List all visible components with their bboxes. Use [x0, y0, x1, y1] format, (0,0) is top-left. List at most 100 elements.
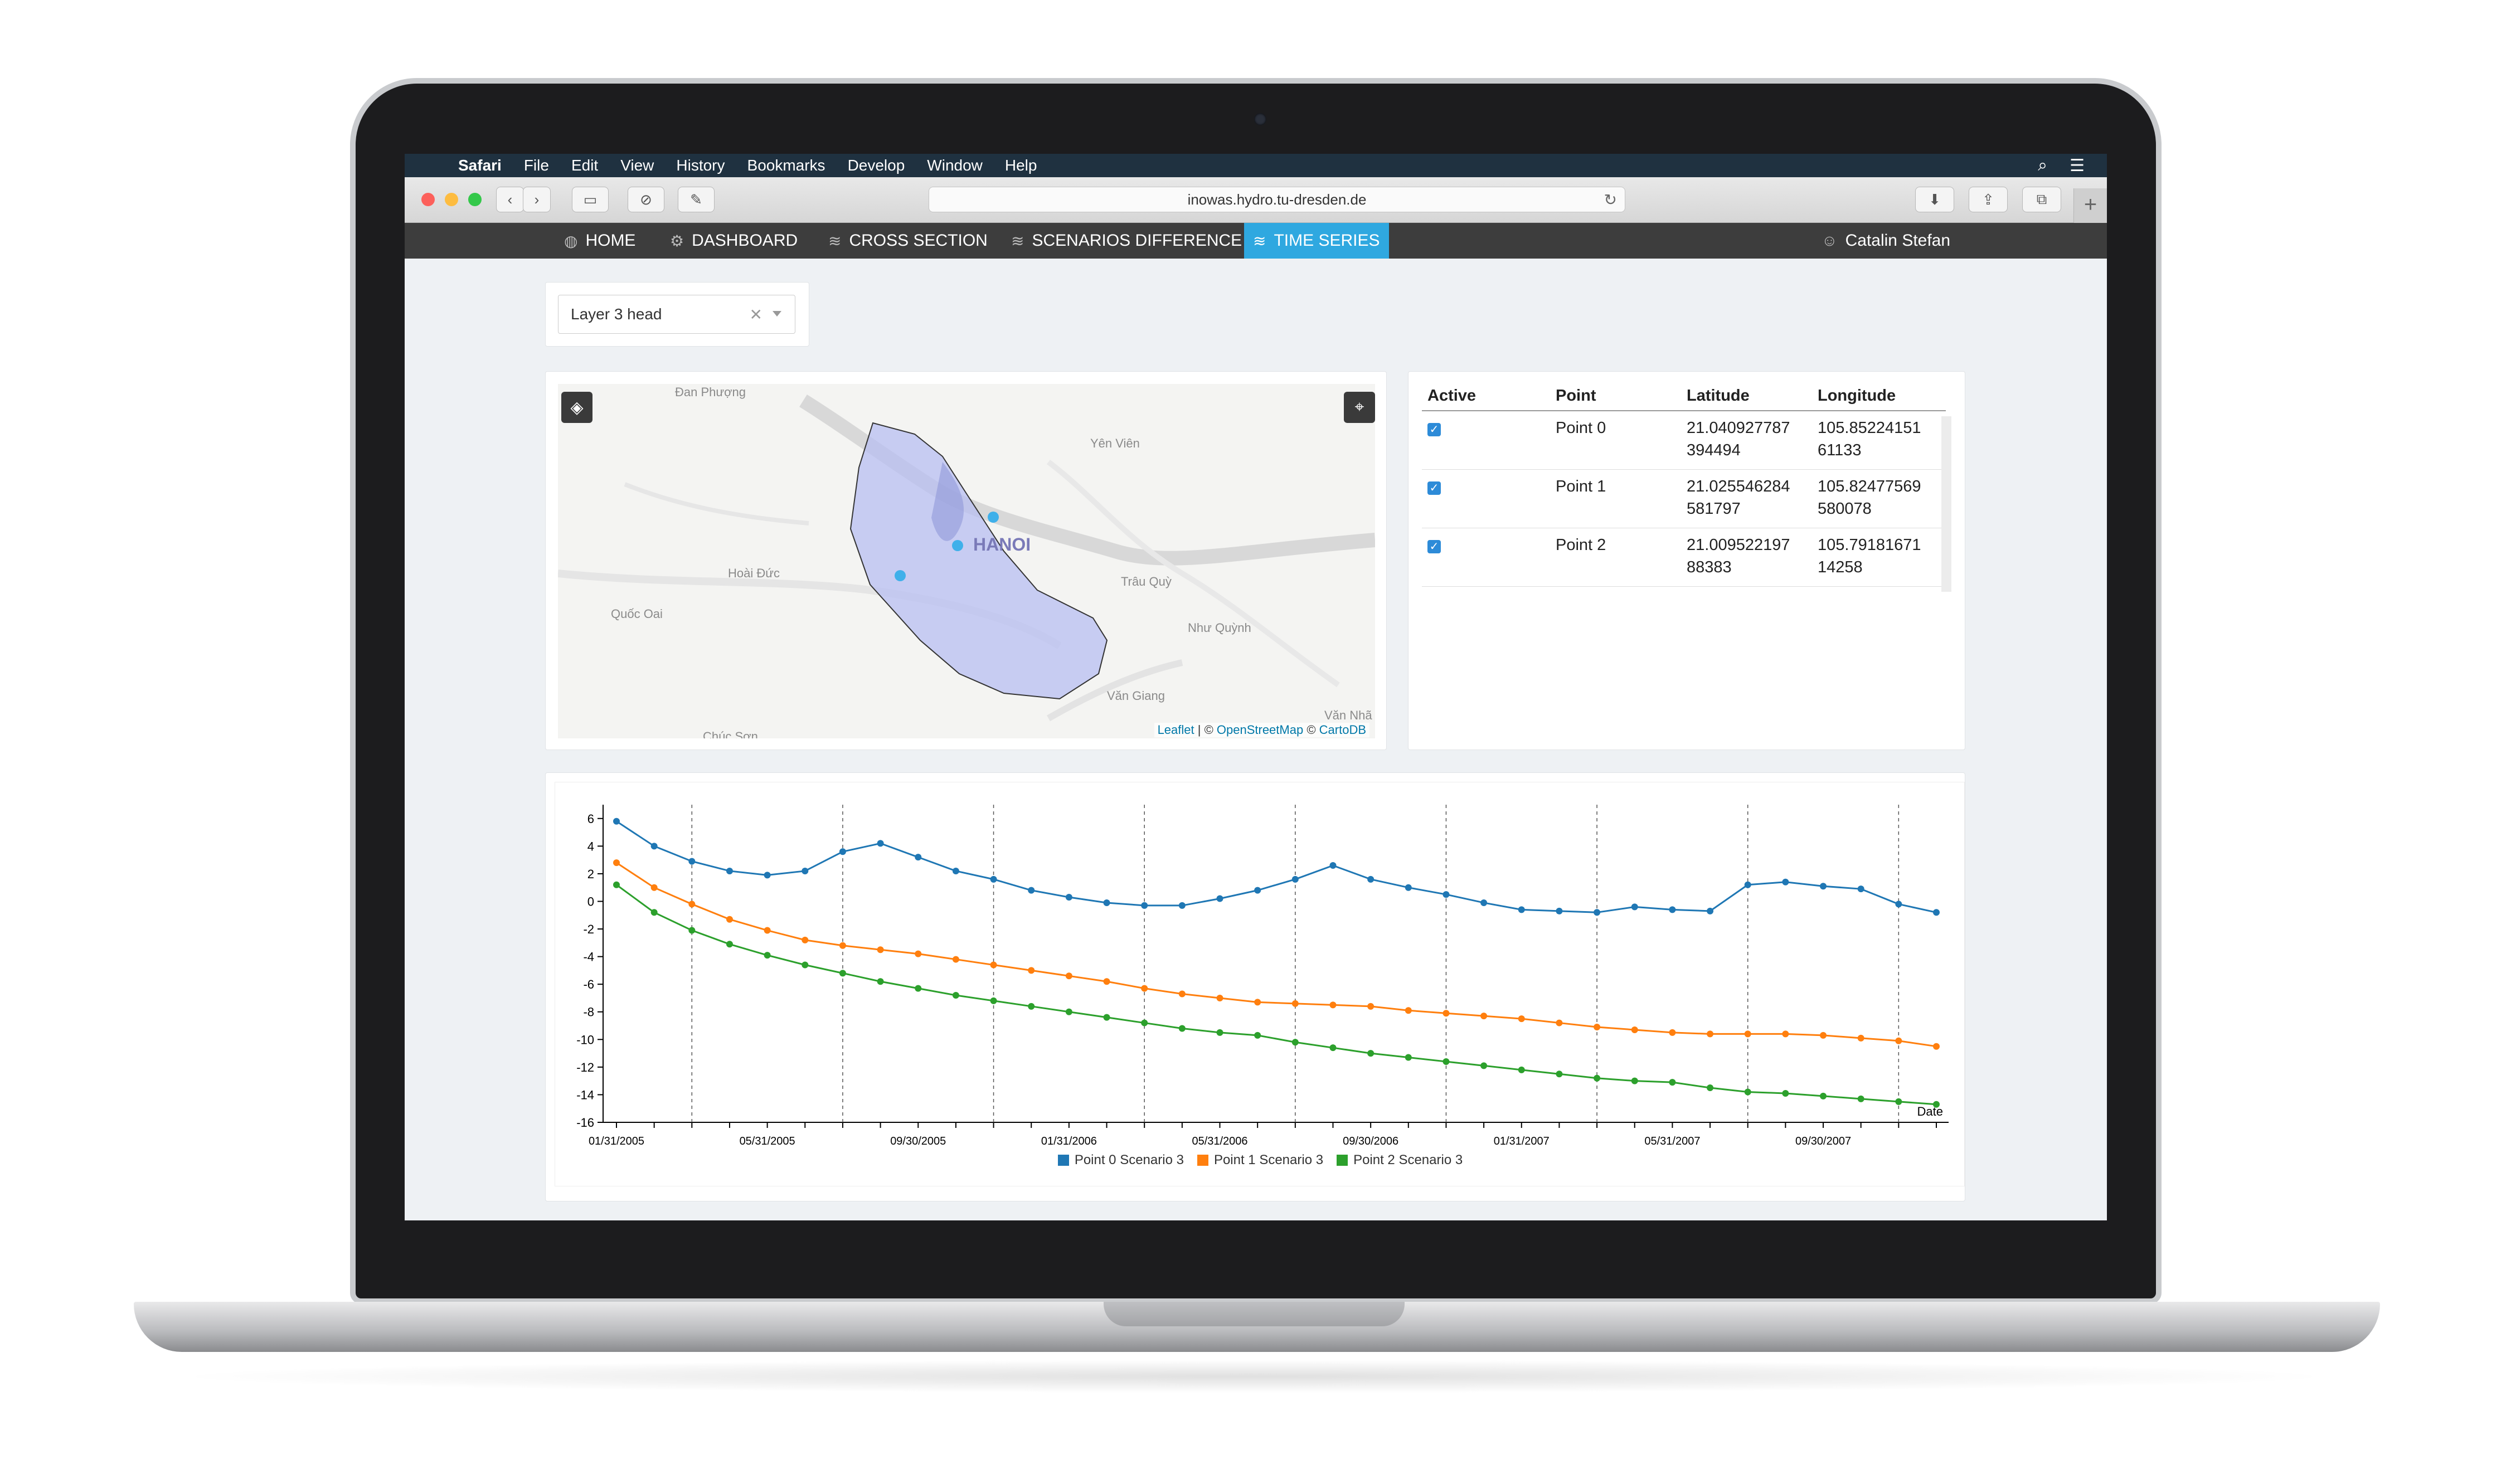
active-checkbox[interactable]: ✓ — [1427, 423, 1441, 436]
legend-item-point-0[interactable]: Point 0 Scenario 3 — [1057, 1152, 1184, 1168]
nav-cross-section[interactable]: ≋ CROSS SECTION — [819, 223, 997, 259]
extension-button[interactable]: ✎ — [678, 187, 715, 212]
user-menu[interactable]: ☺ Catalin Stefan — [1813, 223, 1959, 259]
col-active: Active — [1422, 382, 1550, 411]
back-button[interactable]: ‹ — [496, 187, 524, 212]
point-name: Point 1 — [1550, 469, 1681, 528]
add-marker-button[interactable]: ⌖ — [1344, 392, 1375, 423]
zoom-window-button[interactable] — [468, 193, 482, 206]
nav-scenarios-difference[interactable]: ≋ SCENARIOS DIFFERENCE — [1002, 223, 1251, 259]
minimize-window-button[interactable] — [445, 193, 458, 206]
spotlight-search-icon[interactable]: ⌕ — [2038, 156, 2048, 174]
data-point — [1103, 1014, 1110, 1021]
data-point — [1669, 1079, 1676, 1086]
forward-button[interactable]: › — [523, 187, 551, 212]
data-point — [688, 901, 696, 908]
active-checkbox[interactable]: ✓ — [1427, 481, 1441, 495]
data-point — [1291, 1039, 1299, 1046]
map[interactable]: ◈ ⌖ Đan Phượng Yên Viên HANOI Hoài Đức T… — [558, 384, 1375, 738]
clear-icon[interactable]: ✕ — [749, 306, 762, 323]
data-point — [1028, 1003, 1035, 1010]
data-point — [839, 970, 846, 977]
data-point — [1594, 909, 1601, 916]
map-marker-point-1[interactable] — [952, 540, 963, 551]
y-tick-label: -6 — [583, 977, 594, 991]
map-marker-point-0[interactable] — [988, 512, 999, 523]
y-tick-label: 6 — [587, 812, 594, 826]
menu-bookmarks[interactable]: Bookmarks — [747, 157, 825, 174]
notification-list-icon[interactable]: ☰ — [2070, 157, 2085, 175]
menu-develop[interactable]: Develop — [847, 157, 905, 174]
globe-icon: ◍ — [564, 232, 578, 250]
leaflet-link[interactable]: Leaflet — [1157, 723, 1194, 737]
data-point — [764, 872, 771, 879]
x-tick-label: 01/31/2005 — [589, 1135, 644, 1147]
data-point — [1669, 906, 1676, 913]
y-tick-label: -16 — [576, 1116, 594, 1130]
data-point — [1103, 899, 1110, 906]
menu-window[interactable]: Window — [927, 157, 983, 174]
reload-icon[interactable]: ↻ — [1604, 191, 1617, 208]
new-tab-button[interactable]: + — [2073, 188, 2107, 223]
data-point — [1367, 1003, 1375, 1010]
mac-menubar: Safari File Edit View History Bookmarks … — [405, 154, 2107, 177]
data-point — [726, 916, 733, 923]
data-point — [688, 858, 696, 865]
block-icon: ⊘ — [640, 191, 652, 208]
legend-item-point-2[interactable]: Point 2 Scenario 3 — [1337, 1152, 1463, 1168]
layers-control-button[interactable]: ◈ — [561, 392, 592, 423]
close-window-button[interactable] — [421, 193, 435, 206]
tabs-overview-button[interactable]: ⧉ — [2022, 187, 2061, 212]
data-point — [877, 946, 884, 953]
data-point — [802, 936, 809, 943]
series-line-0 — [616, 820, 1937, 913]
extension-icon: ✎ — [690, 191, 702, 208]
map-marker-point-2[interactable] — [895, 570, 906, 581]
data-point — [1141, 985, 1148, 992]
menu-file[interactable]: File — [523, 157, 549, 174]
nav-home[interactable]: ◍ HOME — [555, 223, 644, 259]
share-button[interactable]: ⇪ — [1969, 187, 2008, 212]
data-point — [1933, 909, 1940, 916]
active-checkbox[interactable]: ✓ — [1427, 539, 1441, 553]
nav-time-series[interactable]: ≋ TIME SERIES — [1244, 223, 1389, 259]
privacy-button[interactable]: ⊘ — [628, 187, 664, 212]
menu-view[interactable]: View — [620, 157, 654, 174]
menu-help[interactable]: Help — [1004, 157, 1037, 174]
point-longitude: 105.82477569 580078 — [1812, 469, 1946, 528]
menu-history[interactable]: History — [676, 157, 725, 174]
menu-edit[interactable]: Edit — [571, 157, 599, 174]
map-label-trau-quy: Trâu Quỳ — [1121, 575, 1172, 588]
data-point — [802, 961, 809, 969]
menu-safari[interactable]: Safari — [458, 157, 502, 174]
layer-dropdown[interactable]: Layer 3 head ✕ — [558, 295, 795, 334]
nav-dashboard[interactable]: ⚙ DASHBOARD — [661, 223, 807, 259]
y-tick-label: 0 — [587, 894, 594, 908]
table-scrollbar[interactable] — [1941, 416, 1951, 592]
nav-home-label: HOME — [585, 231, 636, 250]
legend-item-point-1[interactable]: Point 1 Scenario 3 — [1197, 1152, 1323, 1168]
sidebar-button[interactable]: ▭ — [572, 187, 609, 212]
data-point — [1556, 1071, 1563, 1078]
data-point — [764, 952, 771, 959]
data-point — [726, 941, 733, 948]
series-line-1 — [616, 862, 1937, 1048]
layers-icon: ≋ — [1011, 232, 1024, 250]
data-point — [726, 867, 733, 874]
data-point — [1405, 1054, 1412, 1061]
data-point — [1405, 884, 1412, 891]
chevron-down-icon[interactable] — [773, 311, 781, 317]
address-bar[interactable]: inowas.hydro.tu-dresden.de ↻ — [929, 187, 1625, 212]
camera-icon — [1254, 113, 1266, 125]
data-point — [1178, 902, 1186, 909]
point-latitude: 21.009522197 88383 — [1681, 528, 1812, 587]
cartodb-link[interactable]: CartoDB — [1319, 723, 1366, 737]
data-point — [1820, 1031, 1827, 1039]
table-row: ✓ Point 2 21.009522197 88383 105.7918167… — [1422, 528, 1946, 587]
osm-link[interactable]: OpenStreetMap — [1216, 723, 1304, 737]
data-point — [952, 867, 959, 874]
data-point — [1141, 902, 1148, 909]
data-point — [915, 985, 922, 992]
downloads-button[interactable]: ⬇ — [1915, 187, 1954, 212]
data-point — [1556, 1019, 1563, 1026]
